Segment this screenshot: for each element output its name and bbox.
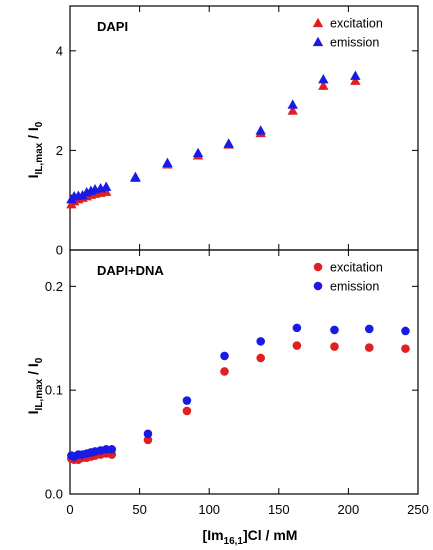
x-tick-label-2: 100 bbox=[198, 502, 220, 517]
point-top-emission-9 bbox=[130, 171, 141, 181]
point-bottom-emission-11 bbox=[182, 396, 192, 405]
legend-label-top-emission: emission bbox=[330, 36, 379, 50]
point-bottom-emission-17 bbox=[401, 326, 410, 336]
point-bottom-emission-13 bbox=[256, 337, 266, 346]
y-axis-title-sub: IL,max bbox=[34, 142, 45, 174]
point-top-emission-14 bbox=[287, 99, 298, 109]
point-top-excitation-16 bbox=[350, 75, 361, 85]
y-axis-title-main: I bbox=[25, 174, 41, 178]
point-bottom-emission-16 bbox=[364, 324, 374, 334]
point-bottom-emission-14 bbox=[292, 323, 302, 333]
point-top-emission-11 bbox=[192, 147, 204, 158]
x-axis-title-post: ]Cl / mM bbox=[243, 527, 297, 543]
panel-label-top: DAPI bbox=[97, 19, 128, 34]
legend-marker-bottom-excitation bbox=[313, 262, 323, 272]
y-tick-label-bottom-1: 0.1 bbox=[45, 383, 63, 398]
legend-label-top-excitation: excitation bbox=[330, 17, 383, 31]
x-axis-title-sub: 16,1 bbox=[224, 536, 244, 547]
point-top-emission-16 bbox=[350, 70, 361, 80]
point-bottom-excitation-17 bbox=[401, 344, 410, 353]
x-tick-label-1: 50 bbox=[132, 502, 146, 517]
x-tick-label-0: 0 bbox=[66, 502, 73, 517]
legend-marker-top-excitation bbox=[312, 17, 324, 28]
plot-frame-bottom bbox=[69, 249, 419, 495]
y-axis-title-slash-2: / I bbox=[25, 363, 41, 379]
point-bottom-excitation-11 bbox=[182, 406, 192, 416]
point-bottom-emission-15 bbox=[330, 325, 339, 335]
y-tick-label-top-1: 2 bbox=[56, 143, 63, 158]
point-bottom-excitation-14 bbox=[292, 341, 302, 350]
y-axis-title-slash: / I bbox=[25, 127, 41, 143]
y-axis-title-main-2: I bbox=[25, 410, 41, 414]
point-top-excitation-15 bbox=[318, 80, 329, 90]
legend-marker-top-emission bbox=[312, 36, 324, 47]
y-axis-title-sub0: 0 bbox=[34, 121, 45, 127]
y-tick-label-bottom-0: 0.0 bbox=[45, 487, 63, 502]
point-bottom-emission-9 bbox=[107, 445, 117, 454]
panel-dapi: 0 2 4 DAPI excitation emission bbox=[56, 5, 419, 258]
x-axis: 0 50 100 150 200 250 bbox=[66, 502, 428, 517]
y-axis-title-bottom: IIL,max / I0 bbox=[25, 357, 45, 414]
panel-dapi-dna: 0.0 0.1 0.2 DAPI+DNA excitation emission bbox=[45, 249, 419, 502]
point-bottom-emission-12 bbox=[220, 351, 229, 361]
x-axis-title-pre: [Im bbox=[203, 527, 224, 543]
point-bottom-emission-10 bbox=[143, 429, 153, 439]
y-tick-label-top-0: 0 bbox=[56, 243, 63, 258]
y-axis-title-sub-2: IL,max bbox=[34, 378, 45, 410]
point-bottom-excitation-13 bbox=[256, 353, 266, 363]
y-tick-label-top-2: 4 bbox=[56, 43, 63, 58]
panel-label-bottom: DAPI+DNA bbox=[97, 263, 164, 278]
legend-label-bottom-emission: emission bbox=[330, 280, 379, 294]
point-bottom-excitation-10 bbox=[143, 435, 153, 445]
point-top-excitation-14 bbox=[287, 105, 298, 115]
legend-marker-bottom-emission bbox=[313, 281, 323, 291]
x-tick-label-4: 200 bbox=[338, 502, 360, 517]
point-bottom-excitation-16 bbox=[364, 343, 374, 352]
point-top-excitation-8 bbox=[100, 186, 112, 196]
x-axis-title: [Im16,1]Cl / mM bbox=[203, 527, 298, 547]
x-tick-label-3: 150 bbox=[268, 502, 290, 517]
y-tick-label-bottom-2: 0.2 bbox=[45, 279, 63, 294]
point-top-emission-13 bbox=[255, 125, 266, 135]
y-axis-title-sub0-2: 0 bbox=[34, 357, 45, 363]
point-bottom-excitation-12 bbox=[220, 367, 229, 376]
point-top-emission-10 bbox=[162, 157, 173, 168]
point-top-emission-15 bbox=[318, 74, 329, 84]
legend-label-bottom-excitation: excitation bbox=[330, 261, 383, 275]
point-top-emission-12 bbox=[223, 138, 234, 148]
point-bottom-excitation-15 bbox=[330, 342, 339, 351]
x-tick-label-5: 250 bbox=[407, 502, 429, 517]
y-axis-title-top: IIL,max / I0 bbox=[25, 121, 45, 178]
point-top-emission-8 bbox=[100, 181, 112, 191]
